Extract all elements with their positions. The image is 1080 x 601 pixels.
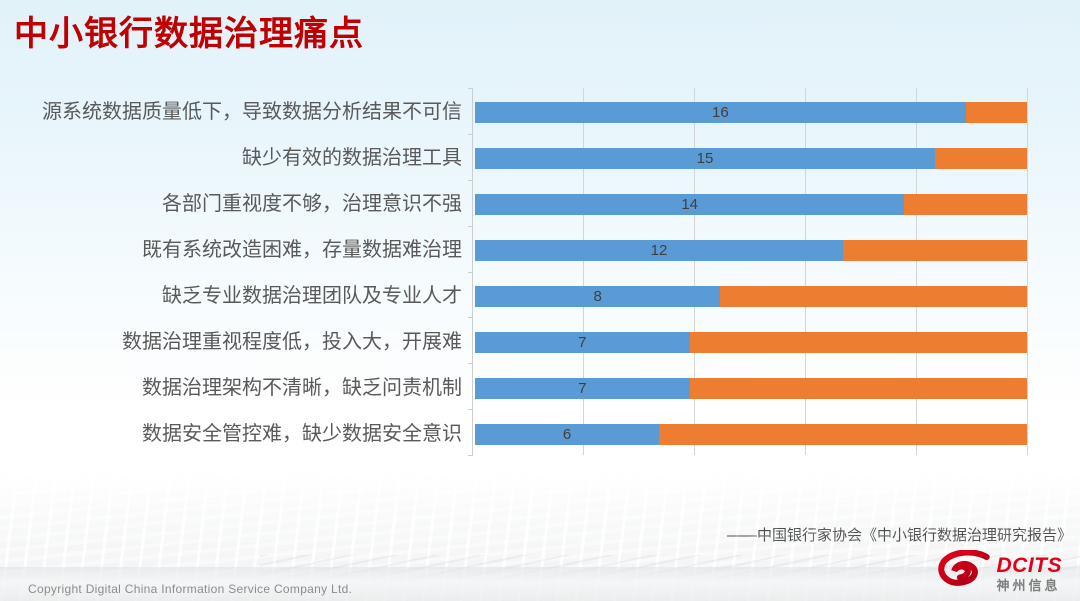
value-label: 8 <box>593 288 602 305</box>
stacked-bar-chart: 16 15 14 12 8 7 7 6 <box>468 88 1028 456</box>
bar-segment-blue <box>475 332 690 353</box>
axis-tick <box>468 317 473 319</box>
bar-segment-blue <box>475 194 905 215</box>
page-title: 中小银行数据治理痛点 <box>14 15 364 53</box>
source-citation: ——中国银行家协会《中小银行数据治理研究报告》 <box>726 527 1072 544</box>
category-label: 源系统数据质量低下，导致数据分析结果不可信 <box>42 101 462 123</box>
copyright-text: Copyright Digital China Information Serv… <box>28 582 353 596</box>
category-label: 既有系统改造困难，存量数据难治理 <box>142 239 462 261</box>
value-label: 15 <box>696 150 714 167</box>
logo-wordmark: DCITS 神州信息 <box>997 555 1063 592</box>
axis-tick <box>468 271 473 273</box>
axis-tick <box>468 133 473 135</box>
bar-segment-orange <box>720 286 1027 307</box>
bar-segment-blue <box>475 240 843 261</box>
axis-tick <box>468 409 473 411</box>
category-label: 各部门重视度不够，治理意识不强 <box>162 193 462 215</box>
logo-brand-en: DCITS <box>996 554 1062 577</box>
bar-segment-blue <box>475 378 690 399</box>
value-label: 12 <box>650 242 668 259</box>
footer-strip <box>0 567 1080 601</box>
gridline <box>805 88 806 455</box>
axis-tick <box>468 179 473 181</box>
bar-segment-orange <box>689 332 1027 353</box>
bar-segment-orange <box>659 424 1027 445</box>
bar-segment-orange <box>689 378 1027 399</box>
axis-tick <box>468 455 473 456</box>
bar-segment-blue <box>475 148 935 169</box>
gridline <box>583 88 584 455</box>
gridline <box>694 88 695 455</box>
category-label: 缺乏专业数据治理团队及专业人才 <box>162 285 462 307</box>
bar-segment-orange <box>904 194 1027 215</box>
category-label: 数据安全管控难，缺少数据安全意识 <box>142 423 462 445</box>
value-label: 7 <box>578 380 587 397</box>
axis-tick <box>468 225 473 227</box>
bar-segment-blue <box>475 424 659 445</box>
gridline <box>1027 88 1028 455</box>
bar-segment-blue <box>475 286 721 307</box>
bar-segment-orange <box>843 240 1027 261</box>
bar-segment-orange <box>965 102 1027 123</box>
value-label: 6 <box>562 426 572 443</box>
value-label: 7 <box>578 334 587 351</box>
bar-segment-blue <box>475 102 966 123</box>
axis-tick <box>468 88 473 89</box>
chart-category-labels: 源系统数据质量低下，导致数据分析结果不可信缺少有效的数据治理工具各部门重视度不够… <box>0 88 462 455</box>
value-label: 16 <box>711 104 729 121</box>
category-label: 缺少有效的数据治理工具 <box>242 147 462 169</box>
dcits-logo: DCITS 神州信息 <box>935 549 1063 597</box>
axis-tick <box>468 363 473 365</box>
category-label: 数据治理架构不清晰，缺乏问责机制 <box>142 377 462 399</box>
gridline <box>916 88 917 455</box>
bar-segment-orange <box>935 148 1027 169</box>
category-label: 数据治理重视程度低，投入大，开展难 <box>122 331 462 353</box>
logo-brand-cn: 神州信息 <box>996 578 1061 593</box>
value-label: 14 <box>681 196 698 213</box>
dcits-swirl-icon <box>935 549 991 597</box>
